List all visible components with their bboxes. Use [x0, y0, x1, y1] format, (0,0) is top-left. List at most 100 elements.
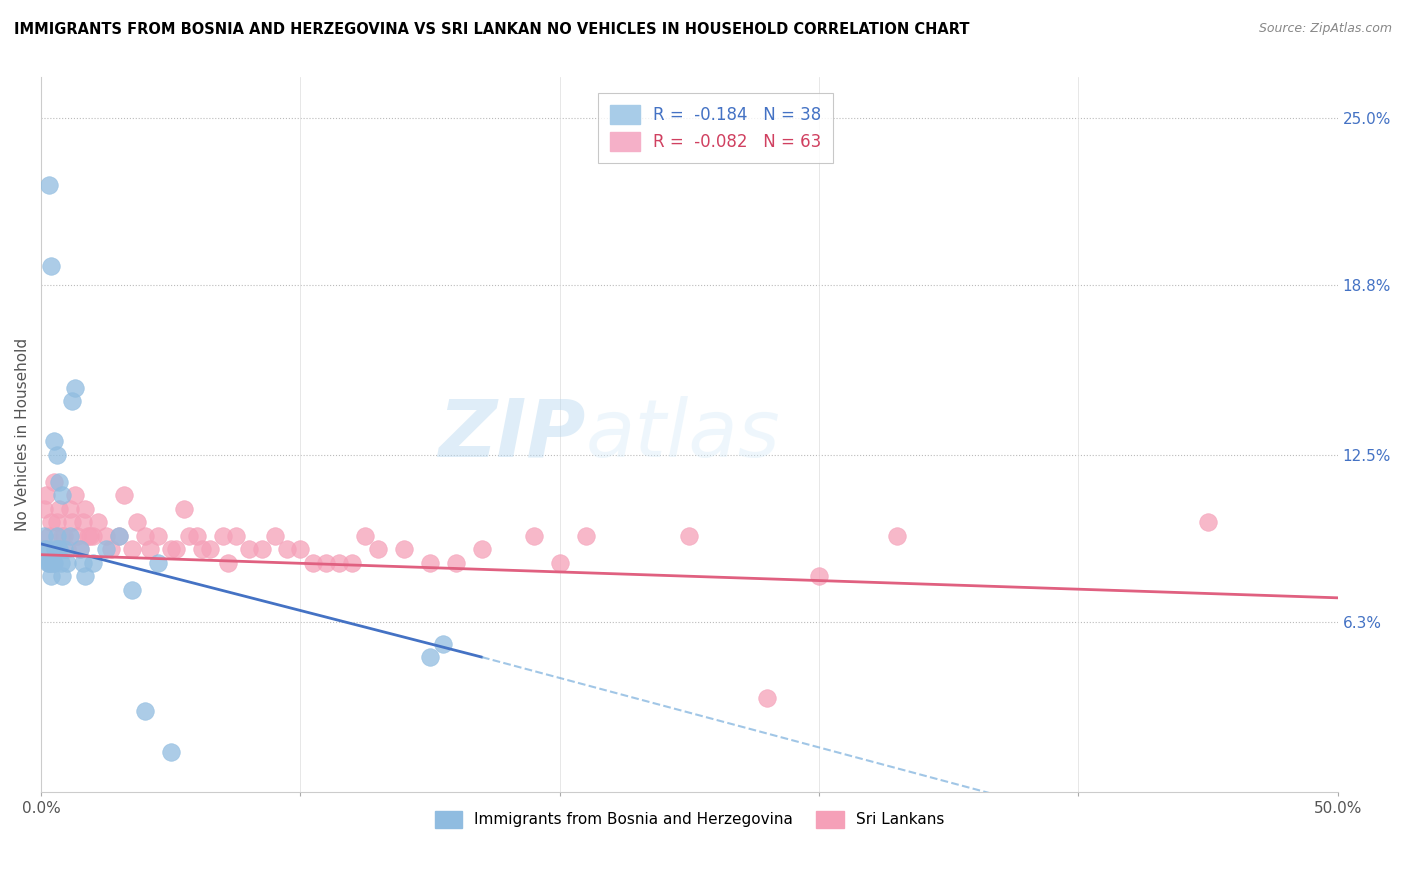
Point [444, 556, 467, 570]
Point [38, 178, 60, 193]
Point [392, 542, 415, 557]
Point [211, 529, 233, 543]
Point [32, 529, 55, 543]
Point [419, 650, 441, 665]
Point [42, 556, 65, 570]
Point [367, 542, 389, 557]
Point [41, 516, 63, 530]
Point [42, 556, 65, 570]
Point [315, 556, 337, 570]
Point [432, 637, 454, 651]
Point [134, 704, 156, 718]
Point [1197, 516, 1219, 530]
Point [35, 542, 58, 557]
Point [354, 529, 377, 543]
Text: atlas: atlas [586, 396, 780, 474]
Legend: Immigrants from Bosnia and Herzegovina, Sri Lankans: Immigrants from Bosnia and Herzegovina, … [429, 805, 950, 834]
Point [42, 434, 65, 449]
Point [45, 448, 67, 462]
Point [146, 556, 169, 570]
Point [808, 569, 831, 583]
Point [165, 542, 187, 557]
Point [41, 259, 63, 273]
Point [75, 569, 97, 583]
Point [94, 529, 117, 543]
Point [34, 542, 56, 557]
Point [35, 488, 58, 502]
Point [121, 582, 143, 597]
Point [46, 542, 69, 557]
Point [53, 529, 76, 543]
Point [48, 475, 70, 489]
Point [51, 488, 73, 502]
Text: ZIP: ZIP [439, 396, 586, 474]
Point [51, 569, 73, 583]
Point [191, 542, 214, 557]
Point [45, 516, 67, 530]
Point [159, 542, 181, 557]
Point [63, 380, 86, 394]
Point [38, 529, 60, 543]
Point [59, 529, 82, 543]
Point [79, 529, 101, 543]
Point [59, 501, 82, 516]
Point [76, 529, 98, 543]
Point [523, 529, 546, 543]
Point [41, 569, 63, 583]
Point [48, 542, 70, 557]
Point [121, 542, 143, 557]
Point [49, 556, 72, 570]
Point [134, 529, 156, 543]
Point [32, 501, 55, 516]
Point [69, 542, 91, 557]
Point [60, 516, 83, 530]
Point [39, 556, 62, 570]
Point [575, 529, 598, 543]
Point [250, 542, 273, 557]
Point [72, 556, 94, 570]
Point [186, 529, 208, 543]
Point [60, 394, 83, 409]
Point [471, 542, 494, 557]
Point [87, 516, 110, 530]
Point [56, 556, 79, 570]
Point [302, 556, 325, 570]
Point [44, 542, 66, 557]
Point [548, 556, 571, 570]
Point [112, 488, 135, 502]
Point [82, 529, 104, 543]
Point [82, 556, 104, 570]
Y-axis label: No Vehicles in Household: No Vehicles in Household [15, 338, 30, 532]
Point [66, 529, 89, 543]
Point [139, 542, 162, 557]
Point [756, 690, 779, 705]
Point [125, 516, 148, 530]
Point [37, 556, 59, 570]
Point [238, 542, 260, 557]
Point [173, 501, 195, 516]
Point [69, 542, 91, 557]
Point [328, 556, 350, 570]
Point [53, 542, 76, 557]
Point [100, 542, 122, 557]
Point [42, 475, 65, 489]
Point [225, 529, 247, 543]
Point [290, 542, 312, 557]
Point [678, 529, 700, 543]
Point [48, 501, 70, 516]
Point [177, 529, 200, 543]
Point [72, 516, 94, 530]
Point [63, 488, 86, 502]
Point [217, 556, 239, 570]
Point [342, 556, 364, 570]
Point [276, 542, 298, 557]
Point [419, 556, 441, 570]
Point [51, 529, 73, 543]
Point [75, 501, 97, 516]
Point [45, 529, 67, 543]
Point [56, 542, 79, 557]
Point [146, 529, 169, 543]
Point [94, 542, 117, 557]
Point [108, 529, 131, 543]
Point [263, 529, 285, 543]
